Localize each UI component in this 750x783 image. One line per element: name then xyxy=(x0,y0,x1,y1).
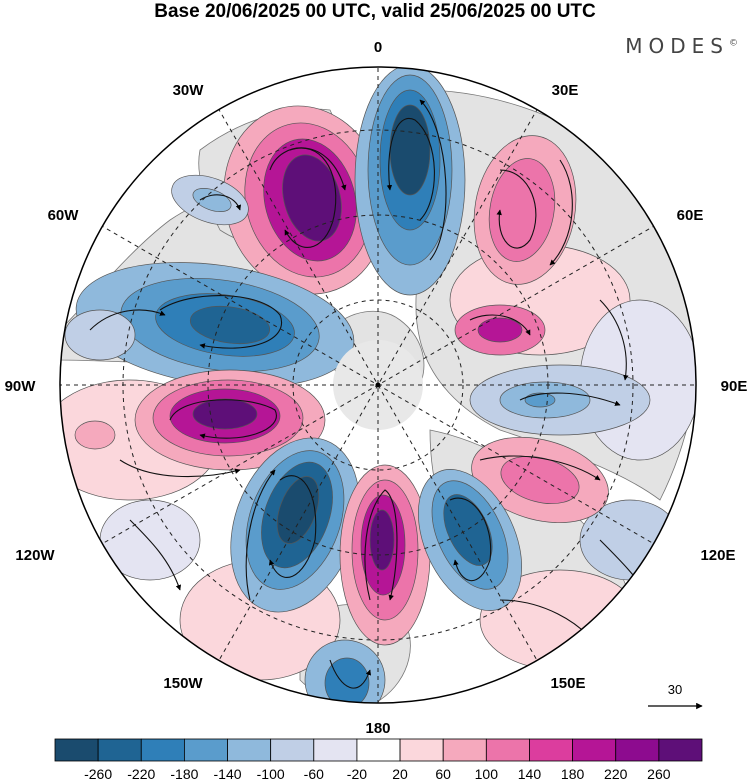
colorbar-tick-label: -140 xyxy=(213,766,242,782)
lon-label-120w: 120W xyxy=(15,547,55,564)
streamline xyxy=(549,159,573,266)
streamline xyxy=(129,519,182,591)
colorbar-swatch xyxy=(227,738,272,762)
colorbar-swatch xyxy=(54,738,99,762)
streamline xyxy=(169,399,277,439)
lon-label-30w: 30W xyxy=(173,82,205,99)
colorbar-tick-label: -20 xyxy=(346,766,368,782)
colorbar-swatch xyxy=(399,738,444,762)
anomaly-region xyxy=(324,657,370,703)
colorbar-tick-label: -60 xyxy=(303,766,324,782)
colorbar-tick-label: 220 xyxy=(604,766,628,782)
brand-mark: © xyxy=(729,38,738,49)
anomaly-region xyxy=(189,305,271,345)
colorbar-swatch xyxy=(140,738,185,762)
streamline xyxy=(519,392,621,406)
streamline xyxy=(386,117,435,221)
streamline xyxy=(199,194,242,211)
streamline xyxy=(479,455,601,481)
colorbar-swatch xyxy=(313,738,358,762)
colorbar-tick-label: 20 xyxy=(392,766,408,782)
colorbar-swatch xyxy=(97,738,142,762)
lon-label-90w: 90W xyxy=(5,378,37,395)
map-title: Base 20/06/2025 00 UTC, valid 25/06/2025… xyxy=(154,1,596,22)
streamline xyxy=(245,469,276,601)
anomaly-region xyxy=(276,476,320,544)
colorbar-swatch xyxy=(572,738,617,762)
streamline xyxy=(268,475,317,578)
streamline xyxy=(89,309,166,331)
colorbar-swatch xyxy=(529,738,574,762)
lon-label-60w: 60W xyxy=(48,207,80,224)
meridian-line xyxy=(217,107,539,663)
streamline xyxy=(419,99,447,261)
map-disk xyxy=(60,67,696,703)
colorbar-swatch xyxy=(442,738,487,762)
colorbar-swatch xyxy=(356,738,401,762)
colorbar-tick-label: 180 xyxy=(560,766,585,782)
brand-logo: MODES© xyxy=(625,34,738,58)
lon-label-180: 180 xyxy=(365,720,390,737)
lon-label-30e: 30E xyxy=(552,82,579,99)
anomaly-region xyxy=(282,154,342,242)
colorbar-tick-label: 100 xyxy=(474,766,499,782)
anomaly-region xyxy=(99,499,201,581)
streamline xyxy=(159,295,283,349)
anomaly-region xyxy=(74,420,116,450)
colorbar-swatch xyxy=(658,738,703,762)
streamline xyxy=(329,659,372,689)
colorbar-swatch xyxy=(183,738,228,762)
streamline xyxy=(599,299,629,381)
anomaly-region xyxy=(524,392,556,408)
colorbar-swatch xyxy=(270,738,315,762)
colorbar-swatch xyxy=(615,738,660,762)
colorbar-tick-label: -220 xyxy=(127,766,156,782)
anomaly-region xyxy=(488,158,556,262)
anomaly-region xyxy=(64,309,136,361)
colorbar-tick-label: 260 xyxy=(647,766,671,782)
reference-vector-label: 30 xyxy=(668,682,682,697)
streamline xyxy=(469,314,531,336)
anomaly-region xyxy=(369,509,395,571)
lon-label-0: 0 xyxy=(374,39,382,56)
colorbar-tick-label: 140 xyxy=(517,766,542,782)
colorbar-tick-label: 60 xyxy=(435,766,451,782)
colorbar xyxy=(54,738,703,762)
colorbar-tick-label: -100 xyxy=(256,766,285,782)
colorbar-tick-label: -180 xyxy=(170,766,199,782)
colorbar-swatch xyxy=(485,738,530,762)
lon-label-150w: 150W xyxy=(163,675,203,692)
brand-text: MODES xyxy=(625,34,729,58)
north-pole-marker xyxy=(375,382,381,388)
anomaly-region xyxy=(477,317,523,343)
anomaly-region xyxy=(192,398,258,430)
colorbar-tick-label: -260 xyxy=(84,766,113,782)
meridian-line xyxy=(217,107,539,663)
streamline xyxy=(284,147,337,248)
anomaly-region xyxy=(192,188,232,212)
streamline xyxy=(496,169,537,249)
lon-label-120e: 120E xyxy=(700,547,735,564)
latitude-circle xyxy=(292,299,464,471)
map-border xyxy=(59,66,697,704)
streamline xyxy=(269,147,347,191)
latitude-circle xyxy=(207,214,549,556)
streamline xyxy=(119,459,241,478)
lon-label-60e: 60E xyxy=(677,207,704,224)
wind-streamlines xyxy=(89,99,651,689)
lon-label-150e: 150E xyxy=(550,675,585,692)
lon-label-90e: 90E xyxy=(721,378,748,395)
streamline xyxy=(364,489,398,601)
streamline xyxy=(449,497,492,582)
latitude-circle xyxy=(122,129,634,641)
